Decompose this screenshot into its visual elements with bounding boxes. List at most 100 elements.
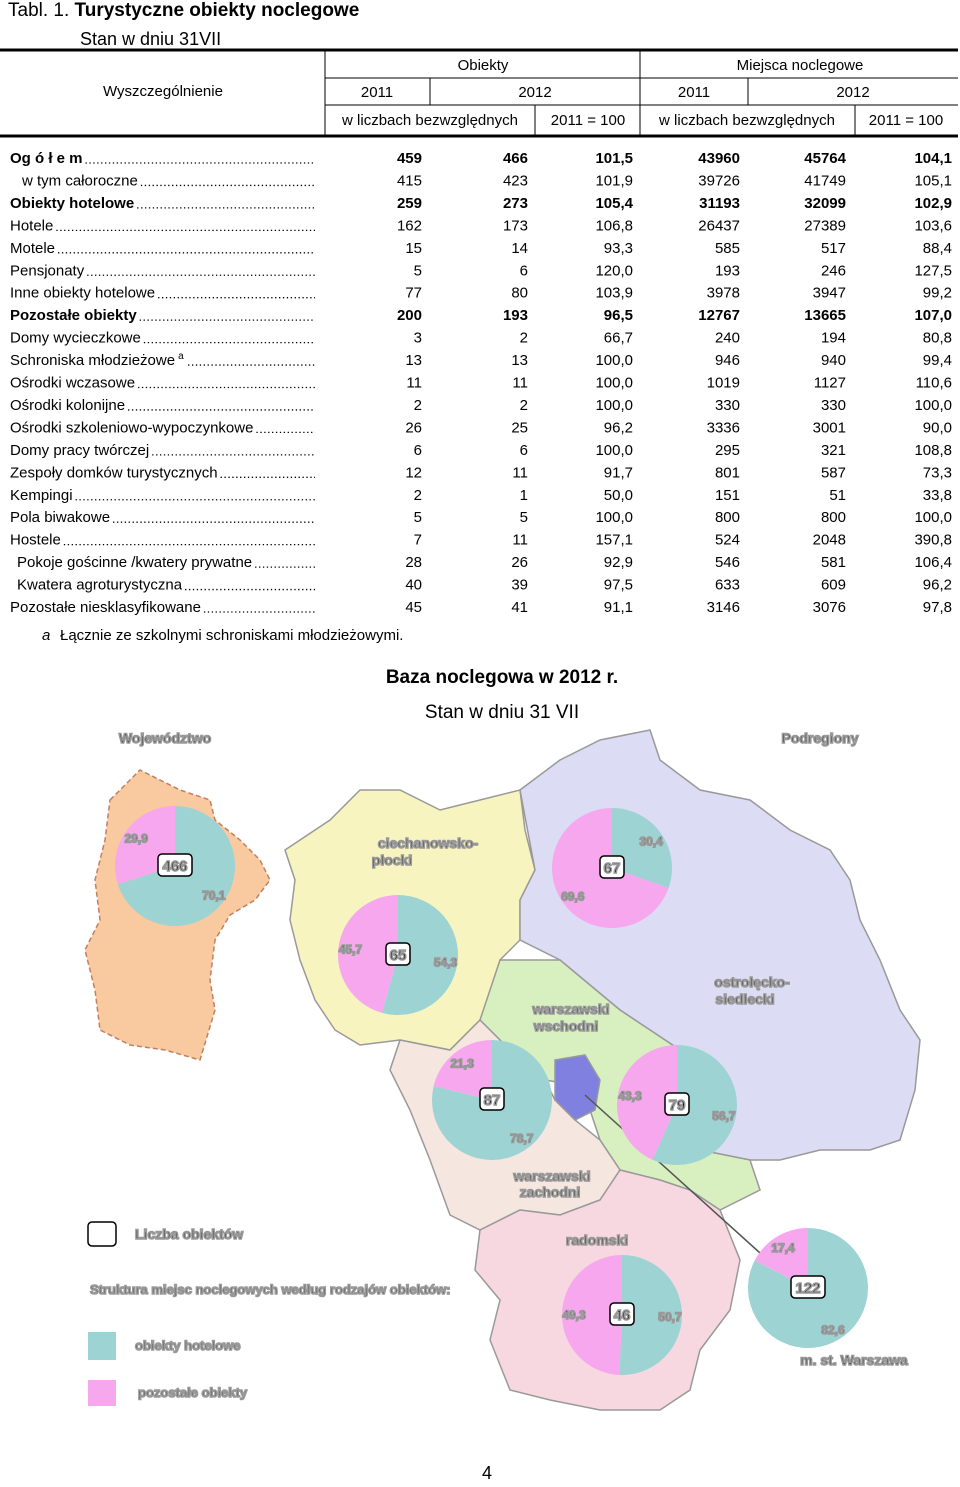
pie-slice bbox=[381, 895, 458, 1015]
leader-line bbox=[584, 1094, 771, 1263]
cell: 45764 bbox=[804, 150, 846, 167]
cell: 99,2 bbox=[923, 285, 952, 302]
group-head: Obiekty bbox=[458, 57, 509, 74]
cell: 6 bbox=[520, 442, 528, 459]
cell: 50,0 bbox=[604, 487, 633, 504]
cell: 100,0 bbox=[595, 375, 633, 392]
cell: 108,8 bbox=[914, 442, 952, 459]
share-label: 29,9 bbox=[125, 832, 149, 846]
count-box bbox=[664, 1092, 690, 1116]
cell: 41749 bbox=[804, 172, 846, 189]
footnote: Łącznie ze szkolnymi schroniskami młodzi… bbox=[60, 627, 403, 644]
cell: 41 bbox=[511, 599, 528, 616]
cell: 51 bbox=[829, 487, 846, 504]
row-label: Pola biwakowe bbox=[10, 509, 110, 526]
cell: 27389 bbox=[804, 217, 846, 234]
cell: 162 bbox=[397, 217, 422, 234]
count-box bbox=[479, 1087, 505, 1111]
subtitle: Stan w dniu 31VII bbox=[80, 29, 221, 49]
cell: 80,8 bbox=[923, 330, 952, 347]
pie-slice bbox=[337, 895, 398, 1013]
cell: 110,6 bbox=[916, 375, 952, 392]
cell: 11 bbox=[512, 464, 528, 481]
cell: 259 bbox=[397, 195, 422, 212]
cell: 2 bbox=[520, 397, 528, 414]
cell: 80 bbox=[511, 285, 528, 302]
footnote-mark: a bbox=[42, 627, 50, 644]
count: 122 bbox=[795, 1280, 820, 1297]
map-heading: Województwo bbox=[119, 730, 211, 746]
share-label: 30,4 bbox=[640, 834, 664, 848]
cell: 104,1 bbox=[914, 150, 952, 167]
cell: 3336 bbox=[707, 419, 740, 436]
cell: 106,4 bbox=[914, 554, 952, 571]
cell: 13665 bbox=[804, 307, 846, 324]
legend-count: Liczba obiektów bbox=[135, 1226, 243, 1242]
cell: 193 bbox=[715, 262, 740, 279]
count: 87 bbox=[484, 1092, 501, 1109]
cell: 459 bbox=[397, 150, 422, 167]
cell: 101,5 bbox=[595, 150, 633, 167]
legend-swatch bbox=[88, 1332, 116, 1360]
share-label: 54,3 bbox=[434, 955, 458, 969]
year-head: 2012 bbox=[836, 84, 869, 101]
cell: 33,8 bbox=[923, 487, 952, 504]
cell: 100,0 bbox=[914, 509, 952, 526]
sub-head: w liczbach bezwzględnych bbox=[658, 112, 835, 129]
cell: 107,0 bbox=[914, 307, 952, 324]
row-label: Domy wycieczkowe bbox=[10, 330, 141, 347]
cell: 105,1 bbox=[914, 172, 952, 189]
group-head: Miejsca noclegowe bbox=[737, 57, 864, 74]
cell: 12 bbox=[405, 464, 422, 481]
sub-head: 2011 = 100 bbox=[869, 112, 943, 129]
share-label: 78,7 bbox=[510, 1132, 534, 1146]
cell: 96,5 bbox=[604, 307, 633, 324]
cell: 200 bbox=[397, 307, 422, 324]
cell: 97,8 bbox=[923, 599, 952, 616]
cell: 11 bbox=[512, 375, 528, 392]
cell: 587 bbox=[821, 464, 846, 481]
cell: 940 bbox=[821, 352, 846, 369]
cell: 15 bbox=[405, 240, 422, 257]
year-head: 2011 bbox=[678, 84, 710, 101]
cell: 390,8 bbox=[914, 532, 952, 549]
count: 46 bbox=[614, 1307, 631, 1324]
cell: 39726 bbox=[698, 172, 740, 189]
cell: 546 bbox=[715, 554, 740, 571]
cell: 1 bbox=[520, 487, 528, 504]
cell: 91,1 bbox=[604, 599, 633, 616]
cell: 43960 bbox=[698, 150, 740, 167]
region-name: ciechanowsko- bbox=[378, 835, 479, 851]
count: 67 bbox=[604, 860, 621, 877]
cell: 26 bbox=[511, 554, 528, 571]
cell: 273 bbox=[503, 195, 528, 212]
cell: 103,9 bbox=[595, 285, 633, 302]
pie-slice bbox=[612, 808, 672, 888]
count-box bbox=[790, 1275, 826, 1299]
heading: Tabl. 1. Turystyczne obiekty noclegowe bbox=[8, 0, 359, 21]
cell: 3076 bbox=[813, 599, 846, 616]
stub-head: Wyszczególnienie bbox=[103, 83, 223, 100]
cell: 88,4 bbox=[923, 240, 952, 257]
pie-slice bbox=[433, 1040, 492, 1100]
pie-slice bbox=[619, 1255, 682, 1375]
share-label: 45,7 bbox=[339, 943, 363, 957]
cell: 295 bbox=[715, 442, 740, 459]
cell: 466 bbox=[503, 150, 528, 167]
cell: 77 bbox=[405, 285, 422, 302]
table-label: Tabl. 1. bbox=[8, 0, 69, 21]
cell: 91,7 bbox=[604, 464, 633, 481]
cell: 3 bbox=[414, 330, 422, 347]
cell: 801 bbox=[715, 464, 740, 481]
cell: 330 bbox=[715, 397, 740, 414]
row-label: Domy pracy twórczej bbox=[10, 442, 149, 459]
cell: 100,0 bbox=[595, 352, 633, 369]
count-box bbox=[599, 855, 625, 879]
cell: 581 bbox=[821, 554, 846, 571]
cell: 193 bbox=[503, 307, 528, 324]
cell: 524 bbox=[715, 532, 740, 549]
pie-slice bbox=[652, 1045, 738, 1165]
row-label: Schroniska młodzieżowe bbox=[10, 352, 175, 369]
cell: 609 bbox=[821, 577, 846, 594]
row-label: Pozostałe niesklasyfikowane bbox=[10, 599, 201, 616]
